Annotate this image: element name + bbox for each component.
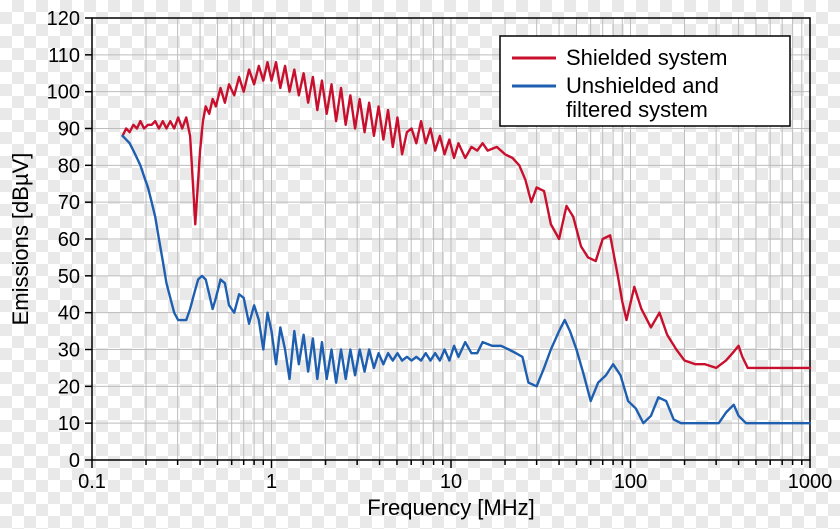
- y-tick-label: 110: [48, 45, 80, 67]
- x-axis-title: Frequency [MHz]: [367, 495, 535, 520]
- x-tick-label: 1: [266, 471, 277, 493]
- y-tick-label: 30: [58, 340, 80, 362]
- y-tick-label: 50: [58, 266, 80, 288]
- y-tick-label: 100: [47, 82, 80, 104]
- y-tick-label: 20: [58, 376, 80, 398]
- y-tick-label: 0: [69, 450, 80, 472]
- chart-svg: 01020304050607080901001101200.1110100100…: [0, 0, 840, 529]
- y-tick-label: 70: [58, 192, 80, 214]
- x-tick-label: 0.1: [78, 471, 106, 493]
- x-tick-label: 1000: [788, 471, 833, 493]
- y-tick-label: 80: [58, 155, 80, 177]
- y-tick-label: 40: [58, 303, 80, 325]
- y-tick-label: 120: [47, 8, 80, 30]
- y-axis-title: Emissions [dBµV]: [8, 153, 33, 326]
- y-tick-label: 90: [58, 119, 80, 141]
- emissions-chart: 01020304050607080901001101200.1110100100…: [0, 0, 840, 529]
- legend-label: Shielded system: [566, 45, 727, 70]
- legend-label: filtered system: [566, 97, 708, 122]
- legend-label: Unshielded and: [566, 73, 719, 98]
- x-tick-label: 10: [440, 471, 462, 493]
- x-tick-label: 100: [614, 471, 647, 493]
- y-tick-label: 60: [58, 229, 80, 251]
- series-line: [123, 136, 810, 423]
- y-tick-label: 10: [58, 413, 80, 435]
